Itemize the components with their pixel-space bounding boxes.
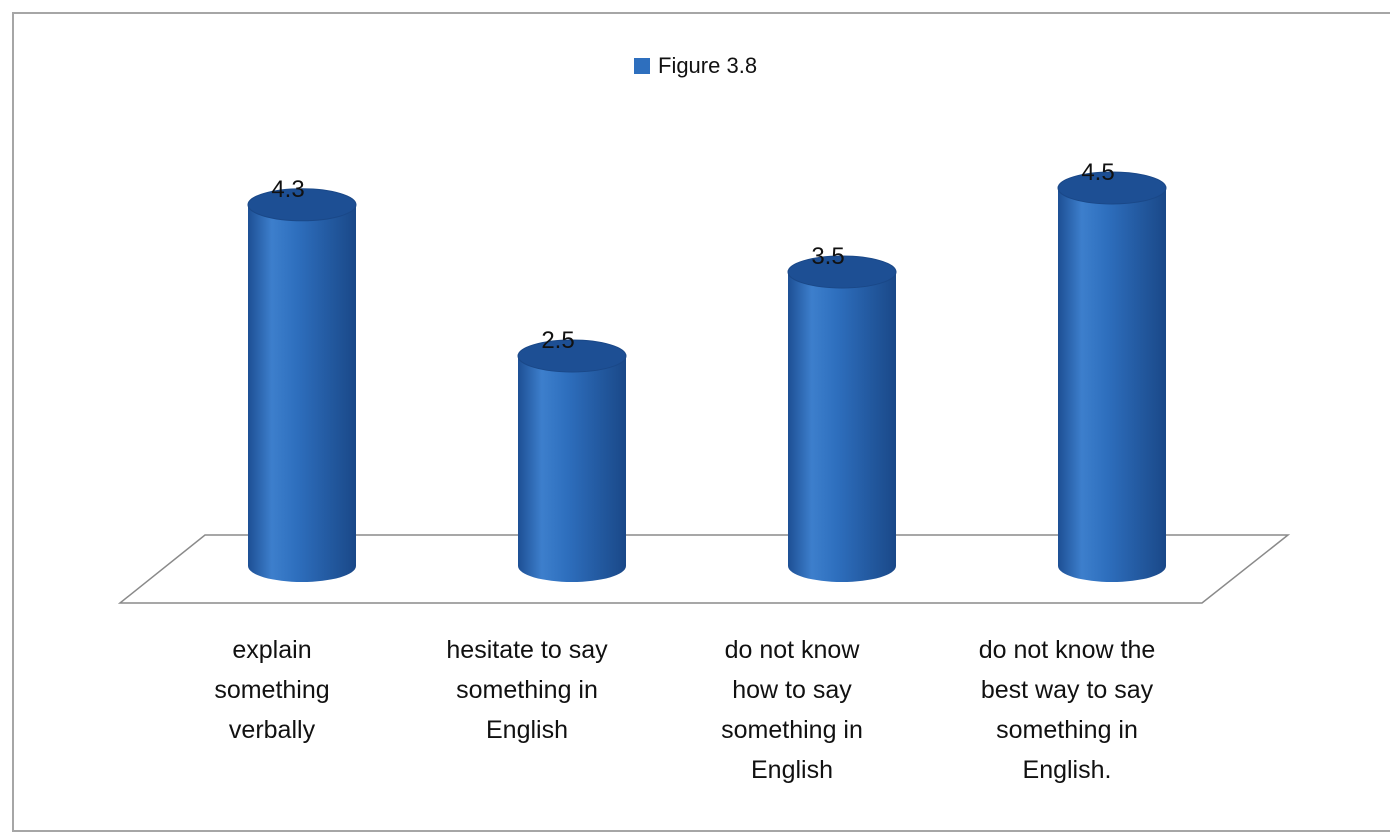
category-label-line: something in xyxy=(456,676,598,704)
data-label: 4.3 xyxy=(271,176,304,203)
bar xyxy=(517,339,627,582)
bar-top xyxy=(247,188,357,222)
bar-body xyxy=(788,272,896,582)
data-labels-group: 4.3 2.5 3.5 4.5 xyxy=(271,159,1114,354)
data-label: 3.5 xyxy=(811,243,844,270)
legend-swatch xyxy=(634,58,650,74)
category-label-line: do not know xyxy=(725,636,861,664)
legend-label: Figure 3.8 xyxy=(658,53,757,78)
category-label: do not know the best way to say something … xyxy=(979,636,1156,784)
bar-body xyxy=(518,356,626,582)
legend: Figure 3.8 xyxy=(634,53,757,78)
category-label-line: English xyxy=(751,756,833,784)
bar-top xyxy=(517,339,627,373)
category-label-line: something xyxy=(214,676,329,704)
bars-group xyxy=(247,171,1167,583)
category-label-line: something in xyxy=(721,716,863,744)
category-label-line: something in xyxy=(996,716,1138,744)
category-label-line: best way to say xyxy=(981,676,1154,704)
category-label-line: verbally xyxy=(229,716,316,744)
bar xyxy=(787,255,897,582)
bar xyxy=(1057,171,1167,582)
category-label: explain something verbally xyxy=(214,636,329,744)
bar-top xyxy=(787,255,897,289)
bar-body xyxy=(248,204,356,583)
category-label: hesitate to say something in English xyxy=(446,636,608,744)
data-label: 4.5 xyxy=(1081,159,1114,186)
bar xyxy=(247,188,357,583)
chart-floor xyxy=(117,534,1291,604)
x-labels-group: explain something verbally hesitate to say s… xyxy=(214,636,1155,784)
category-label-line: explain xyxy=(232,636,311,664)
data-label: 2.5 xyxy=(541,327,574,354)
category-label-line: English. xyxy=(1023,756,1112,784)
category-label-line: do not know the xyxy=(979,636,1156,664)
category-label-line: English xyxy=(486,716,568,744)
bar-top xyxy=(1057,171,1167,205)
category-label: do not know how to say something in English xyxy=(721,636,863,784)
category-label-line: how to say xyxy=(732,676,852,704)
bar-body xyxy=(1058,188,1166,582)
category-label-line: hesitate to say xyxy=(446,636,608,664)
